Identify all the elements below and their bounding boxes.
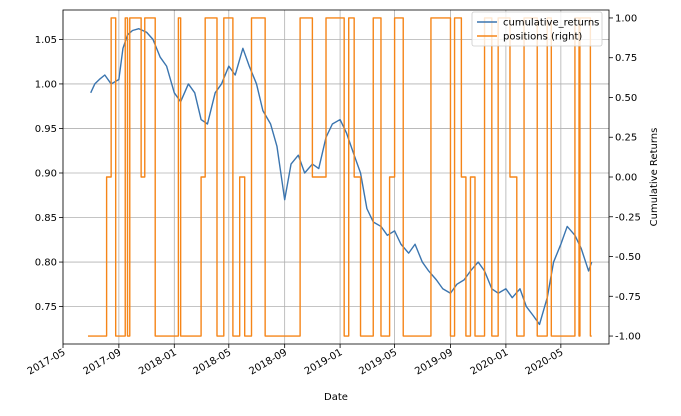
- y-right-tick-label: 0.50: [615, 93, 637, 104]
- y-right-tick-label: -1.00: [615, 332, 641, 343]
- y-left-tick-label: 0.85: [35, 213, 57, 224]
- y-left-tick-label: 0.80: [35, 258, 57, 269]
- y-axis-right-label: Cumulative Returns: [649, 128, 660, 227]
- y-left-tick-label: 0.95: [35, 124, 57, 135]
- x-axis-label: Date: [324, 392, 348, 403]
- legend-label: cumulative_returns: [503, 18, 599, 29]
- series-line-positions-right: [87, 17, 592, 337]
- y-right-tick-label: -0.50: [615, 252, 641, 263]
- series-layer: [87, 17, 593, 337]
- legend-label: positions (right): [503, 32, 582, 43]
- y-right-tick-label: -0.75: [615, 292, 641, 303]
- y-right-tick-label: 0.00: [615, 173, 637, 184]
- y-left-tick-label: 1.05: [35, 35, 57, 46]
- y-axis-left: 0.75 0.80 0.85 0.90 0.95 1.00 1.05: [35, 35, 63, 313]
- y-axis-right: -1.00 -0.75 -0.50 -0.25 0.00 0.25 0.50 0.75 1.00: [609, 13, 641, 343]
- legend-box: [471, 11, 603, 47]
- y-right-tick-label: -0.25: [615, 212, 641, 223]
- y-left-tick-label: 0.90: [35, 168, 57, 179]
- y-left-tick-label: 1.00: [35, 79, 57, 90]
- y-right-tick-label: 0.25: [615, 133, 637, 144]
- series-line-cumulative-returns: [90, 28, 593, 326]
- y-left-tick-label: 0.75: [35, 302, 57, 313]
- legend: cumulative_returns positions (right): [471, 11, 603, 47]
- y-right-tick-label: 0.75: [615, 53, 637, 64]
- y-right-tick-label: 1.00: [615, 13, 637, 24]
